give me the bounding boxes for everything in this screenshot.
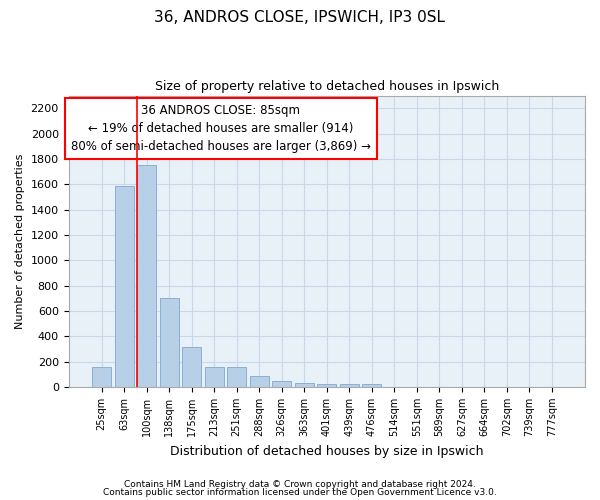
- Bar: [317, 384, 337, 387]
- Text: Contains public sector information licensed under the Open Government Licence v3: Contains public sector information licen…: [103, 488, 497, 497]
- Title: Size of property relative to detached houses in Ipswich: Size of property relative to detached ho…: [155, 80, 499, 93]
- Bar: [182, 347, 201, 387]
- Bar: [362, 384, 382, 387]
- Text: 36, ANDROS CLOSE, IPSWICH, IP3 0SL: 36, ANDROS CLOSE, IPSWICH, IP3 0SL: [155, 10, 445, 25]
- X-axis label: Distribution of detached houses by size in Ipswich: Distribution of detached houses by size …: [170, 444, 484, 458]
- Bar: [227, 368, 246, 387]
- Bar: [92, 366, 111, 387]
- Bar: [272, 380, 291, 387]
- Bar: [250, 376, 269, 387]
- Bar: [160, 298, 179, 387]
- Bar: [137, 165, 156, 387]
- Text: 36 ANDROS CLOSE: 85sqm
← 19% of detached houses are smaller (914)
80% of semi-de: 36 ANDROS CLOSE: 85sqm ← 19% of detached…: [71, 104, 371, 154]
- Bar: [115, 186, 134, 387]
- Bar: [205, 366, 224, 387]
- Text: Contains HM Land Registry data © Crown copyright and database right 2024.: Contains HM Land Registry data © Crown c…: [124, 480, 476, 489]
- Bar: [295, 383, 314, 387]
- Bar: [340, 384, 359, 387]
- Y-axis label: Number of detached properties: Number of detached properties: [15, 154, 25, 329]
